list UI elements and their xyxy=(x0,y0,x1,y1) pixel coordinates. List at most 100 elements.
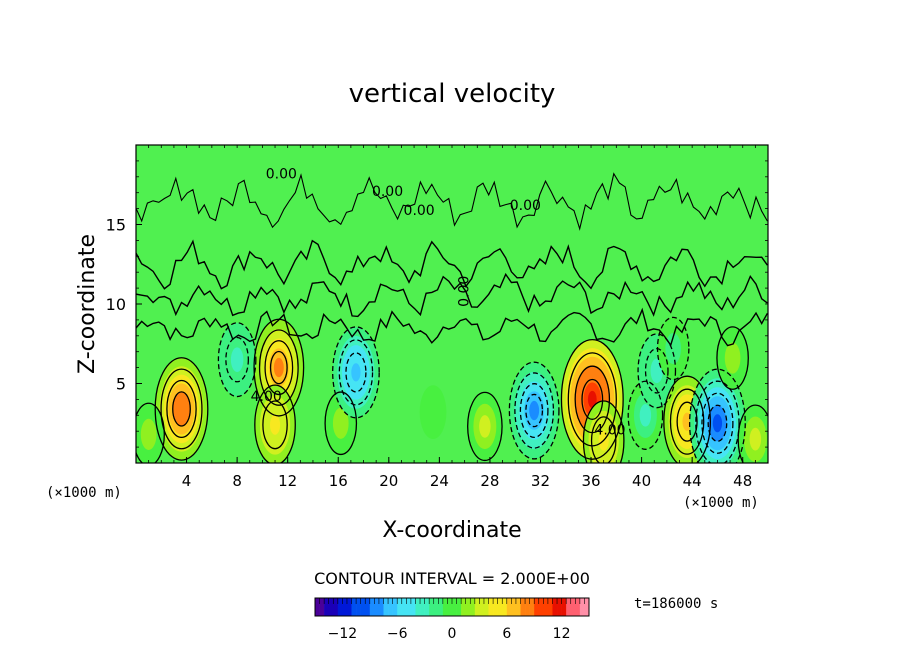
colorbar-ticks: −12 −6 0 6 12 xyxy=(328,626,571,642)
contour-label: 4.00 xyxy=(251,389,282,405)
colorbar-segment xyxy=(388,598,393,616)
colorbar-segment xyxy=(483,598,489,616)
colorbar-segment xyxy=(538,598,544,616)
colorbar-tick-label: −6 xyxy=(387,626,408,642)
velocity-cell-level xyxy=(426,398,440,426)
contour-line xyxy=(519,383,549,439)
velocity-cell xyxy=(218,322,256,397)
colorbar-segment xyxy=(488,598,494,616)
colorbar-segment xyxy=(369,598,375,616)
colorbar-segment xyxy=(465,598,471,616)
contour-lines: 0.000.000.00 0.000.004.004.00 xyxy=(136,166,768,463)
contour-line xyxy=(676,401,698,442)
colorbar-segment xyxy=(337,598,343,616)
contour-line xyxy=(345,352,367,393)
x-axis: 4 8 12 16 20 24 28 32 36 40 44 48 xyxy=(148,145,756,490)
colorbar-tick-label: 6 xyxy=(502,626,511,642)
contour-line xyxy=(695,380,740,463)
contour-line xyxy=(172,391,191,427)
x-tick-label: 12 xyxy=(278,472,297,490)
colorbar-tick-label: −12 xyxy=(328,626,358,642)
contour-line xyxy=(160,368,203,450)
colorbar-segment xyxy=(493,598,498,616)
velocity-cell-level xyxy=(177,400,186,418)
colorbar-segment xyxy=(438,598,444,616)
colorbar-segment xyxy=(515,598,521,616)
velocity-cell-level xyxy=(749,427,762,451)
colorbar-tick-label: 0 xyxy=(448,626,457,642)
velocity-cell-level xyxy=(712,414,723,433)
contour-line xyxy=(467,391,503,462)
y-tick-label: 5 xyxy=(116,375,126,394)
colorbar-segment xyxy=(328,598,334,616)
contour-line xyxy=(737,404,768,463)
velocity-cell-level xyxy=(479,415,491,438)
colorbar-segment xyxy=(360,598,366,616)
velocity-cell-level xyxy=(230,347,244,372)
colorbar-segment xyxy=(319,598,325,616)
contour-label: 0.00 xyxy=(372,184,403,200)
colorbar-segment xyxy=(534,598,540,616)
colorbar-segment xyxy=(511,598,517,616)
x-tick-label: 40 xyxy=(632,472,651,490)
contour-interval-text: CONTOUR INTERVAL = 2.000E+00 xyxy=(314,569,590,588)
contour-label: 0.00 xyxy=(456,276,472,307)
contour-line xyxy=(560,338,624,460)
velocity-cell-level xyxy=(269,414,281,435)
x-unit-right: (×1000 m) xyxy=(683,495,759,511)
contour-line xyxy=(582,400,625,463)
velocity-cell-level xyxy=(351,363,361,382)
contour-line xyxy=(590,416,617,463)
contour-label: 0.00 xyxy=(266,166,297,182)
colorbar-segment xyxy=(383,598,389,616)
contour-line xyxy=(264,340,294,396)
x-tick-label: 28 xyxy=(480,472,499,490)
contour-line xyxy=(154,357,209,461)
colorbar-segment xyxy=(429,598,435,616)
colorbar-segment xyxy=(456,598,462,616)
velocity-cell xyxy=(419,385,447,439)
x-tick-label: 24 xyxy=(430,472,449,490)
colorbar-segment xyxy=(479,598,485,616)
contour-line xyxy=(627,380,664,450)
contour-line xyxy=(656,316,690,381)
x-tick-label: 36 xyxy=(581,472,600,490)
colorbar-segment xyxy=(506,598,512,616)
chart-title: vertical velocity xyxy=(349,79,556,109)
colorbar-segment xyxy=(584,598,590,616)
colorbar-segment xyxy=(333,598,339,616)
contour-line xyxy=(136,272,768,318)
colorbar-segment xyxy=(401,598,407,616)
colorbar-segment xyxy=(543,598,549,616)
contour-line xyxy=(525,393,544,428)
velocity-field xyxy=(136,317,768,463)
contour-label: 4.00 xyxy=(594,422,625,438)
x-tick-label: 8 xyxy=(232,472,242,490)
colorbar-segment xyxy=(452,598,457,616)
velocity-cell-level xyxy=(665,332,682,365)
contour-line xyxy=(225,336,249,383)
contour-line xyxy=(324,391,358,456)
colorbar-segment xyxy=(447,598,453,616)
contour-line xyxy=(136,239,768,290)
velocity-cell xyxy=(467,392,503,461)
colorbar-segment xyxy=(406,598,412,616)
colorbar xyxy=(314,597,590,617)
colorbar-tick-label: 12 xyxy=(553,626,571,642)
x-tick-label: 16 xyxy=(329,472,348,490)
x-tick-label: 44 xyxy=(683,472,702,490)
contour-line xyxy=(136,307,768,347)
x-tick-label: 4 xyxy=(182,472,192,490)
colorbar-segment xyxy=(420,598,425,616)
contour-line xyxy=(669,388,705,455)
contour-line xyxy=(581,378,604,420)
contour-line xyxy=(514,372,555,449)
contour-line xyxy=(258,329,299,406)
colorbar-segment xyxy=(474,598,480,616)
colorbar-segment xyxy=(470,598,476,616)
y-tick-label: 10 xyxy=(106,295,126,314)
colorbar-frame xyxy=(314,597,590,617)
colorbar-segment xyxy=(397,598,403,616)
colorbar-segment xyxy=(374,598,380,616)
contour-line xyxy=(217,322,257,398)
